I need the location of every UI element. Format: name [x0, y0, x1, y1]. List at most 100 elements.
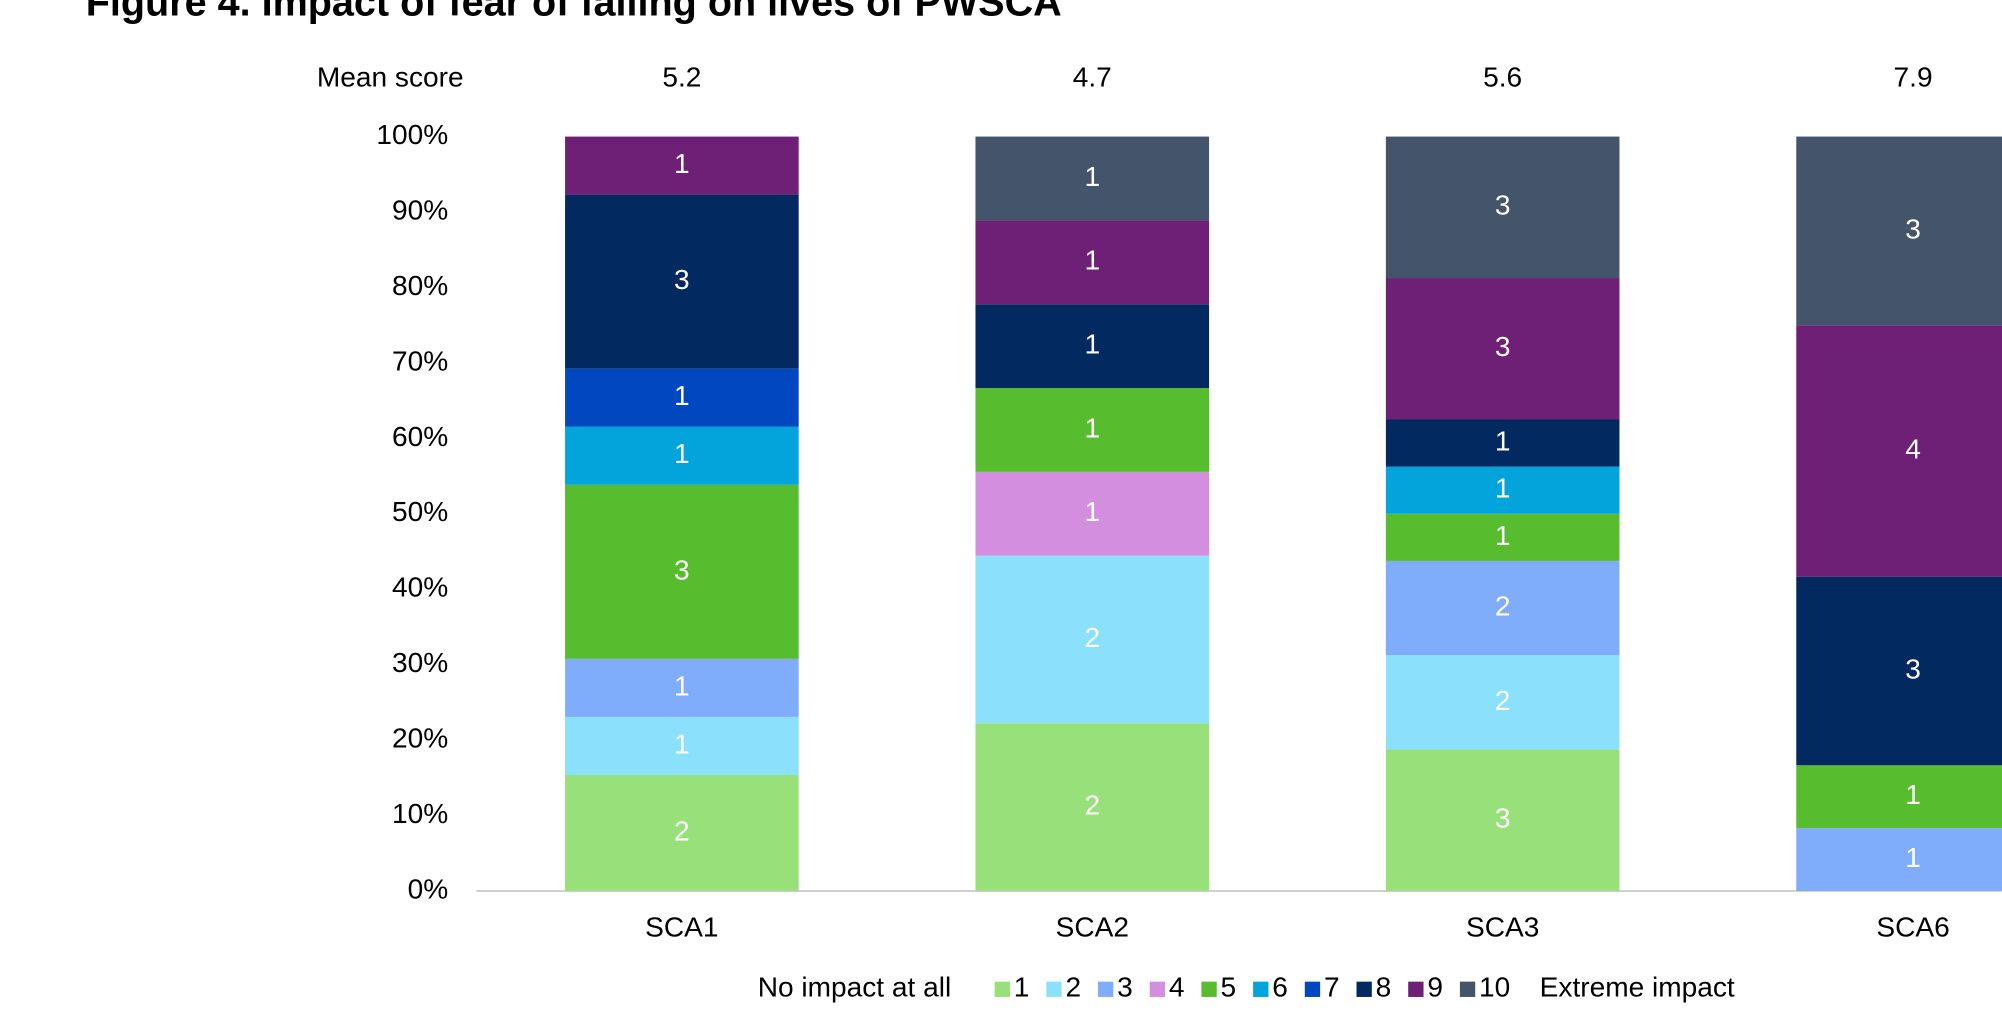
- bar-segment: [565, 484, 799, 659]
- data-label: 1: [674, 380, 690, 411]
- data-label: 1: [1905, 842, 1921, 873]
- x-tick-label: SCA6: [1876, 912, 1949, 943]
- legend-label: 4: [1169, 972, 1185, 1003]
- bar-segment: [1385, 513, 1620, 561]
- mean-label: Mean score: [317, 62, 464, 93]
- legend-swatch: [1408, 981, 1424, 997]
- bar-segment: [1796, 576, 2002, 766]
- data-label: 1: [1084, 245, 1100, 276]
- data-label: 2: [674, 815, 690, 846]
- data-label: 1: [674, 728, 690, 759]
- data-label: 1: [674, 670, 690, 701]
- y-tick-label: 50%: [392, 496, 448, 527]
- mean-score: 5.6: [1483, 62, 1522, 93]
- legend-label: 1: [1014, 972, 1030, 1003]
- legend-swatch: [1356, 981, 1372, 997]
- y-tick-label: 100%: [376, 119, 448, 150]
- legend-label: 3: [1117, 972, 1133, 1003]
- data-label: 4: [1905, 433, 1921, 464]
- data-label: 1: [674, 438, 690, 469]
- bar-segment: [975, 136, 1210, 221]
- legend-swatch: [1201, 981, 1217, 997]
- legend-label: 7: [1324, 972, 1340, 1003]
- data-label: 2: [1084, 622, 1100, 653]
- y-tick-label: 40%: [392, 572, 448, 603]
- y-tick-label: 20%: [392, 723, 448, 754]
- bar-segment: [1385, 466, 1620, 514]
- data-label: 1: [1905, 779, 1921, 810]
- data-label: 1: [1495, 520, 1511, 551]
- data-label: 1: [1084, 496, 1100, 527]
- bar-segment: [1796, 136, 2002, 326]
- mean-score: 5.2: [662, 62, 701, 93]
- legend-swatch: [994, 981, 1010, 997]
- bar-segment: [975, 723, 1210, 892]
- data-label: 1: [1084, 412, 1100, 443]
- legend-swatch: [1149, 981, 1166, 997]
- legend-label: 2: [1065, 972, 1081, 1003]
- y-tick-label: 80%: [392, 270, 448, 301]
- data-label: 1: [1495, 425, 1511, 456]
- legend-swatch: [1098, 981, 1114, 997]
- legend-start: No impact at all: [758, 972, 952, 1003]
- bar-segment: [565, 658, 799, 717]
- data-label: 3: [1495, 803, 1511, 834]
- data-label: 3: [674, 554, 690, 585]
- bar-segment: [565, 774, 799, 892]
- mean-score: 4.7: [1073, 62, 1112, 93]
- bar-segment: [1385, 136, 1620, 279]
- data-label: 1: [674, 148, 690, 179]
- legend-end: Extreme impact: [1540, 972, 1735, 1003]
- bar-segment: [1385, 278, 1620, 420]
- bar-segment: [1796, 765, 2002, 829]
- bar-segment: [1796, 828, 2002, 892]
- data-label: 2: [1495, 591, 1511, 622]
- legend-swatch: [1253, 981, 1269, 997]
- data-label: 3: [1495, 190, 1511, 221]
- bar-segment: [565, 136, 799, 195]
- legend-label: 6: [1272, 972, 1288, 1003]
- y-tick-label: 30%: [392, 647, 448, 678]
- mean-score: 7.9: [1894, 62, 1933, 93]
- data-label: 3: [1495, 331, 1511, 362]
- data-label: 1: [1495, 473, 1511, 504]
- data-label: 1: [1084, 161, 1100, 192]
- bar-segment: [975, 220, 1210, 305]
- y-tick-label: 90%: [392, 194, 448, 225]
- data-label: 3: [674, 264, 690, 295]
- bar-segment: [565, 716, 799, 775]
- data-label: 2: [1084, 790, 1100, 821]
- bar-segment: [975, 555, 1210, 724]
- legend-label: 8: [1376, 972, 1392, 1003]
- y-tick-label: 10%: [392, 798, 448, 829]
- data-label: 2: [1495, 685, 1511, 716]
- data-label: 3: [1905, 653, 1921, 684]
- legend-swatch: [1046, 981, 1062, 997]
- bar-segment: [975, 304, 1210, 389]
- x-tick-label: SCA2: [1056, 912, 1129, 943]
- bar-segment: [1796, 325, 2002, 577]
- y-tick-label: 70%: [392, 345, 448, 376]
- bar-segment: [1385, 749, 1620, 892]
- data-label: 3: [1905, 213, 1921, 244]
- bar-segment: [1385, 560, 1620, 656]
- bar-segment: [975, 471, 1210, 556]
- legend-label: 5: [1221, 972, 1237, 1003]
- chart-title: Figure 4. Impact of fear of falling on l…: [86, 0, 1062, 25]
- bar-segment: [1385, 419, 1620, 467]
- data-label: 1: [1084, 329, 1100, 360]
- legend-label: 10: [1479, 972, 1510, 1003]
- legend-label: 9: [1427, 972, 1443, 1003]
- x-tick-label: SCA3: [1466, 912, 1539, 943]
- y-tick-label: 0%: [408, 873, 449, 904]
- legend-swatch: [1459, 981, 1476, 997]
- bar-segment: [565, 368, 799, 427]
- bar-segment: [565, 426, 799, 485]
- x-tick-label: SCA1: [645, 912, 718, 943]
- bar-segment: [975, 388, 1210, 472]
- bar-segment: [1385, 655, 1620, 750]
- bar-segment: [565, 194, 799, 369]
- y-tick-label: 60%: [392, 421, 448, 452]
